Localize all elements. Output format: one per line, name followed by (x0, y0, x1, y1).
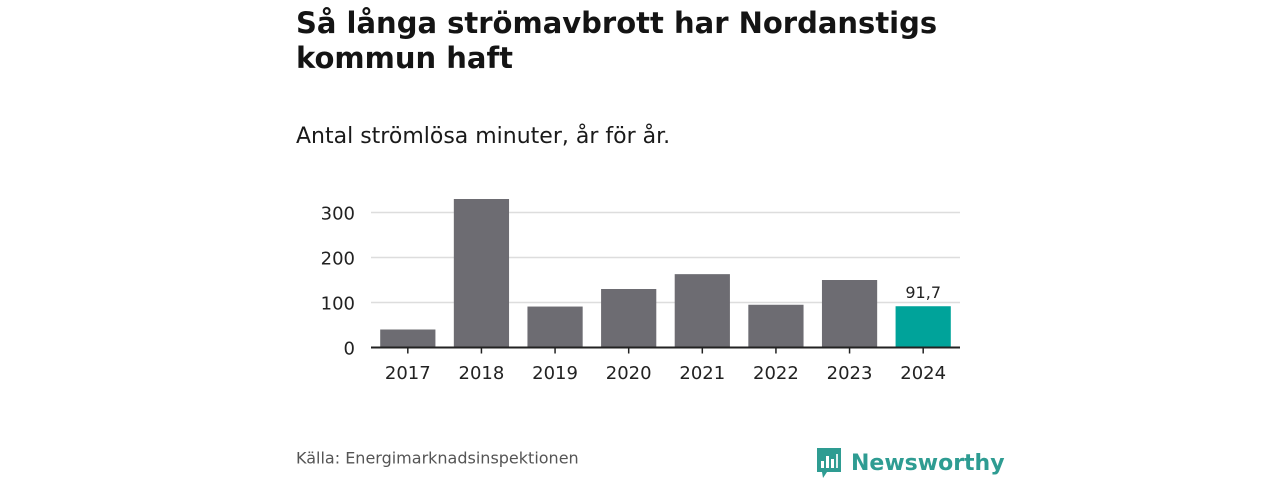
bar (527, 306, 583, 348)
x-tick-label: 2018 (459, 363, 505, 384)
x-tick-label: 2021 (679, 363, 725, 384)
bar (380, 329, 436, 348)
y-tick-label: 100 (321, 294, 355, 315)
brand-logo[interactable]: Newsworthy (815, 446, 1005, 480)
chart-subtitle: Antal strömlösa minuter, år för år. (296, 124, 671, 149)
y-tick-label: 300 (321, 204, 355, 225)
x-tick-label: 2020 (606, 363, 652, 384)
x-tick-label: 2024 (900, 363, 946, 384)
source-note: Källa: Energimarknadsinspektionen (296, 448, 579, 468)
x-tick-label: 2022 (753, 363, 799, 384)
x-tick-label: 2017 (385, 363, 431, 384)
x-tick-label: 2023 (827, 363, 873, 384)
brand-name: Newsworthy (851, 450, 1005, 476)
y-tick-label: 200 (321, 249, 355, 270)
y-tick-label: 0 (344, 339, 355, 360)
bar (453, 199, 510, 348)
x-tick-label: 2019 (532, 363, 578, 384)
bar (821, 280, 878, 348)
bar (674, 274, 730, 348)
bar-chart-logo-icon (817, 448, 841, 478)
bar (895, 306, 951, 348)
chart-title: Så långa strömavbrott har Nordanstigs ko… (296, 6, 938, 75)
data-label: 91,7 (905, 283, 941, 302)
bar (601, 289, 657, 348)
bar (748, 304, 804, 348)
